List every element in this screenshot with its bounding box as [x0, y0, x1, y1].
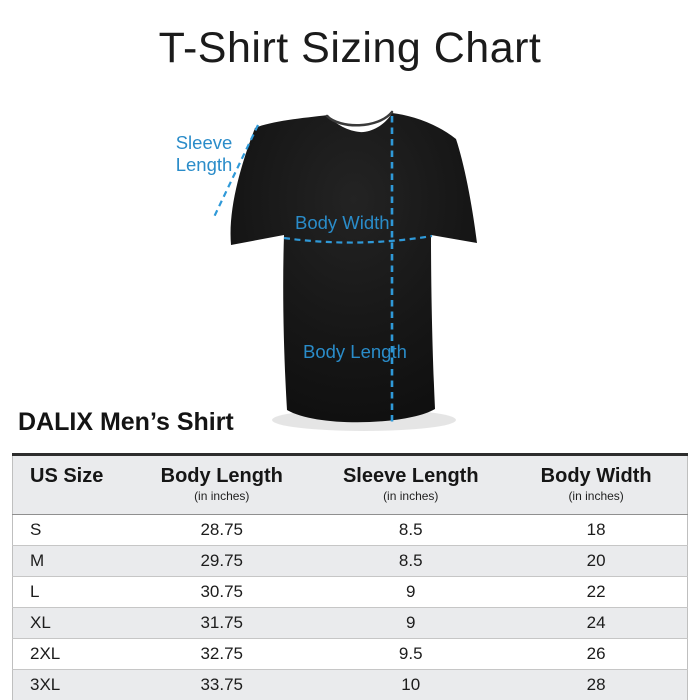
us-size-cell: S [12, 514, 128, 546]
column-header-body-width: Body Width (in inches) [505, 454, 688, 515]
body-length-cell: 31.75 [127, 607, 317, 639]
tshirt-diagram: Sleeve Length Body Width Body Length [168, 95, 513, 440]
body-length-cell: 30.75 [127, 576, 317, 608]
sleeve-length-line [213, 124, 259, 218]
us-size-cell: 2XL [12, 638, 128, 670]
us-size-cell: XL [12, 607, 128, 639]
sleeve-length-cell: 8.5 [316, 545, 506, 577]
body-width-cell: 26 [505, 638, 688, 670]
table-row: 2XL 32.75 9.5 26 [12, 638, 688, 670]
column-header-us-size: US Size [12, 454, 128, 515]
column-sublabel: (in inches) [568, 489, 624, 503]
sizing-table: US Size Body Length (in inches) Sleeve L… [12, 453, 688, 700]
column-label: Body Width [540, 465, 652, 487]
sleeve-length-label: Sleeve [176, 132, 233, 153]
table-row: L 30.75 9 22 [12, 576, 688, 608]
table-row: 3XL 33.75 10 28 [12, 669, 688, 700]
header-row: US Size Body Length (in inches) Sleeve L… [12, 454, 688, 515]
sleeve-length-cell: 9 [316, 607, 506, 639]
tshirt-silhouette [230, 113, 477, 423]
sleeve-length-cell: 9.5 [316, 638, 506, 670]
sleeve-length-cell: 8.5 [316, 514, 506, 546]
table-row: M 29.75 8.5 20 [12, 545, 688, 577]
us-size-cell: 3XL [30, 675, 61, 694]
column-sublabel: (in inches) [383, 489, 439, 503]
tshirt-illustration: Sleeve Length Body Width Body Length [176, 110, 477, 431]
body-width-cell: 22 [505, 576, 688, 608]
sleeve-length-cell: 9 [316, 576, 506, 608]
page-title: T-Shirt Sizing Chart [158, 24, 542, 72]
body-width-cell: 20 [505, 545, 688, 577]
body-width-line [283, 234, 433, 244]
column-header-sleeve-length: Sleeve Length (in inches) [316, 454, 506, 515]
body-length-cell: 33.75 [200, 675, 244, 694]
table-row: S 28.75 8.5 18 [12, 514, 688, 546]
table-row: XL 31.75 9 24 [12, 607, 688, 639]
column-label: Sleeve Length [342, 465, 479, 487]
column-header-body-length: Body Length (in inches) [127, 454, 317, 515]
body-length-cell: 32.75 [127, 638, 317, 670]
us-size-cell: L [12, 576, 128, 608]
us-size-cell: M [12, 545, 128, 577]
body-width-cell: 24 [505, 607, 688, 639]
collar-detail [325, 110, 394, 127]
body-width-cell: 18 [505, 514, 688, 546]
column-sublabel: (in inches) [194, 489, 250, 503]
body-width-cell: 28 [586, 675, 606, 694]
sleeve-length-label-line2: Length [176, 154, 233, 175]
body-width-label: Body Width [295, 212, 390, 233]
sleeve-length-cell: 10 [401, 675, 421, 694]
column-label: US Size [30, 465, 104, 487]
body-length-label: Body Length [303, 341, 407, 362]
section-heading: DALIX Men’s Shirt [18, 408, 234, 436]
body-length-cell: 28.75 [127, 514, 317, 546]
body-length-cell: 29.75 [127, 545, 317, 577]
column-label: Body Length [160, 465, 283, 487]
